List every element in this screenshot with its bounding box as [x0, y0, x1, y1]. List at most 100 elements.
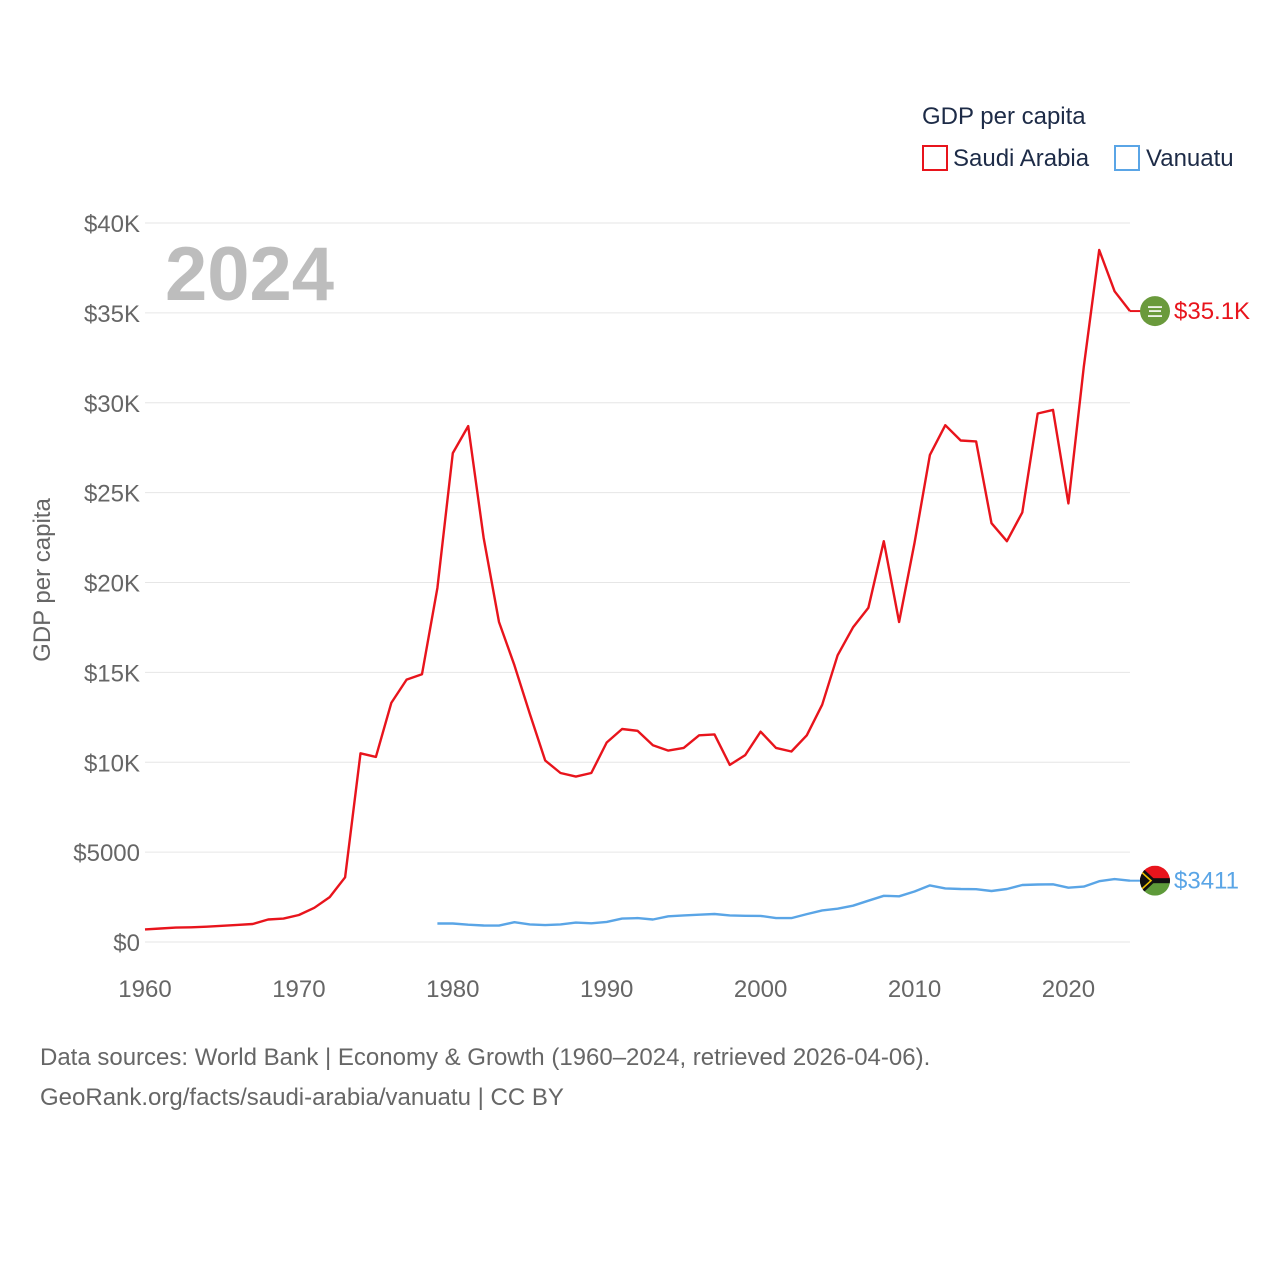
data-point-vanuatu[interactable]: [434, 920, 440, 926]
data-point-saudi-arabia[interactable]: [373, 754, 379, 760]
data-point-vanuatu[interactable]: [527, 921, 533, 927]
series-line-vanuatu[interactable]: [437, 877, 1131, 927]
data-point-saudi-arabia[interactable]: [865, 605, 871, 611]
data-point-saudi-arabia[interactable]: [665, 748, 671, 754]
data-point-vanuatu[interactable]: [481, 922, 487, 928]
data-point-saudi-arabia[interactable]: [742, 752, 748, 758]
data-point-saudi-arabia[interactable]: [311, 905, 317, 911]
data-point-saudi-arabia[interactable]: [404, 677, 410, 683]
data-point-saudi-arabia[interactable]: [773, 745, 779, 751]
data-point-vanuatu[interactable]: [804, 911, 810, 917]
data-point-vanuatu[interactable]: [1081, 884, 1087, 890]
data-point-saudi-arabia[interactable]: [573, 774, 579, 780]
data-point-vanuatu[interactable]: [819, 907, 825, 913]
data-point-saudi-arabia[interactable]: [265, 917, 271, 923]
data-point-vanuatu[interactable]: [604, 919, 610, 925]
data-point-saudi-arabia[interactable]: [558, 770, 564, 776]
data-point-saudi-arabia[interactable]: [281, 916, 287, 922]
data-point-saudi-arabia[interactable]: [327, 894, 333, 900]
data-point-saudi-arabia[interactable]: [296, 912, 302, 918]
data-point-saudi-arabia[interactable]: [927, 452, 933, 458]
data-point-saudi-arabia[interactable]: [219, 923, 225, 929]
data-point-saudi-arabia[interactable]: [727, 762, 733, 768]
data-point-vanuatu[interactable]: [665, 913, 671, 919]
data-point-saudi-arabia[interactable]: [635, 728, 641, 734]
data-point-saudi-arabia[interactable]: [696, 732, 702, 738]
data-point-vanuatu[interactable]: [896, 893, 902, 899]
data-point-saudi-arabia[interactable]: [1065, 500, 1071, 506]
data-point-saudi-arabia[interactable]: [511, 662, 517, 668]
data-point-saudi-arabia[interactable]: [681, 745, 687, 751]
data-point-vanuatu[interactable]: [711, 911, 717, 917]
data-point-vanuatu[interactable]: [742, 913, 748, 919]
data-point-saudi-arabia[interactable]: [1019, 509, 1025, 515]
data-point-vanuatu[interactable]: [1096, 878, 1102, 884]
data-point-vanuatu[interactable]: [1065, 885, 1071, 891]
data-point-vanuatu[interactable]: [496, 923, 502, 929]
data-point-saudi-arabia[interactable]: [188, 924, 194, 930]
data-point-saudi-arabia[interactable]: [958, 437, 964, 443]
data-point-vanuatu[interactable]: [927, 882, 933, 888]
data-point-vanuatu[interactable]: [450, 920, 456, 926]
data-point-vanuatu[interactable]: [511, 919, 517, 925]
data-point-vanuatu[interactable]: [727, 912, 733, 918]
data-point-saudi-arabia[interactable]: [1112, 288, 1118, 294]
data-point-vanuatu[interactable]: [788, 915, 794, 921]
data-point-saudi-arabia[interactable]: [527, 711, 533, 717]
data-point-saudi-arabia[interactable]: [1081, 364, 1087, 370]
legend-swatch-saudi-arabia[interactable]: [922, 145, 948, 171]
legend-label-vanuatu[interactable]: Vanuatu: [1146, 145, 1234, 172]
data-point-saudi-arabia[interactable]: [542, 757, 548, 763]
data-point-saudi-arabia[interactable]: [650, 742, 656, 748]
data-point-vanuatu[interactable]: [850, 903, 856, 909]
data-point-saudi-arabia[interactable]: [1096, 247, 1102, 253]
data-point-saudi-arabia[interactable]: [619, 726, 625, 732]
data-point-saudi-arabia[interactable]: [588, 770, 594, 776]
data-point-saudi-arabia[interactable]: [912, 540, 918, 546]
data-point-saudi-arabia[interactable]: [711, 731, 717, 737]
data-point-saudi-arabia[interactable]: [204, 924, 210, 930]
data-point-vanuatu[interactable]: [588, 920, 594, 926]
data-point-vanuatu[interactable]: [558, 921, 564, 927]
data-point-vanuatu[interactable]: [1004, 886, 1010, 892]
data-point-vanuatu[interactable]: [1019, 882, 1025, 888]
data-point-vanuatu[interactable]: [773, 915, 779, 921]
data-point-vanuatu[interactable]: [619, 916, 625, 922]
data-point-vanuatu[interactable]: [681, 912, 687, 918]
data-point-saudi-arabia[interactable]: [481, 535, 487, 541]
data-point-saudi-arabia[interactable]: [173, 925, 179, 931]
data-point-saudi-arabia[interactable]: [434, 585, 440, 591]
legend-swatch-vanuatu[interactable]: [1114, 145, 1140, 171]
data-point-vanuatu[interactable]: [573, 920, 579, 926]
series-line-saudi-arabia[interactable]: [144, 248, 1131, 931]
data-point-saudi-arabia[interactable]: [250, 921, 256, 927]
data-point-saudi-arabia[interactable]: [835, 652, 841, 658]
data-point-vanuatu[interactable]: [865, 898, 871, 904]
data-point-saudi-arabia[interactable]: [604, 739, 610, 745]
data-point-saudi-arabia[interactable]: [342, 874, 348, 880]
data-point-saudi-arabia[interactable]: [973, 438, 979, 444]
data-point-saudi-arabia[interactable]: [388, 700, 394, 706]
legend-label-saudi-arabia[interactable]: Saudi Arabia: [953, 145, 1090, 172]
data-point-saudi-arabia[interactable]: [1035, 411, 1041, 417]
data-point-vanuatu[interactable]: [973, 886, 979, 892]
data-point-vanuatu[interactable]: [758, 913, 764, 919]
data-point-vanuatu[interactable]: [542, 922, 548, 928]
data-point-saudi-arabia[interactable]: [419, 671, 425, 677]
data-point-saudi-arabia[interactable]: [1004, 538, 1010, 544]
data-point-saudi-arabia[interactable]: [788, 748, 794, 754]
data-point-saudi-arabia[interactable]: [804, 732, 810, 738]
data-point-vanuatu[interactable]: [958, 886, 964, 892]
data-point-saudi-arabia[interactable]: [496, 619, 502, 625]
data-point-saudi-arabia[interactable]: [465, 423, 471, 429]
data-point-vanuatu[interactable]: [1050, 881, 1056, 887]
data-point-saudi-arabia[interactable]: [988, 520, 994, 526]
data-point-saudi-arabia[interactable]: [234, 922, 240, 928]
data-point-vanuatu[interactable]: [696, 912, 702, 918]
data-point-vanuatu[interactable]: [942, 885, 948, 891]
data-point-vanuatu[interactable]: [635, 915, 641, 921]
data-point-saudi-arabia[interactable]: [450, 450, 456, 456]
data-point-saudi-arabia[interactable]: [1050, 407, 1056, 413]
data-point-saudi-arabia[interactable]: [896, 619, 902, 625]
data-point-vanuatu[interactable]: [912, 888, 918, 894]
